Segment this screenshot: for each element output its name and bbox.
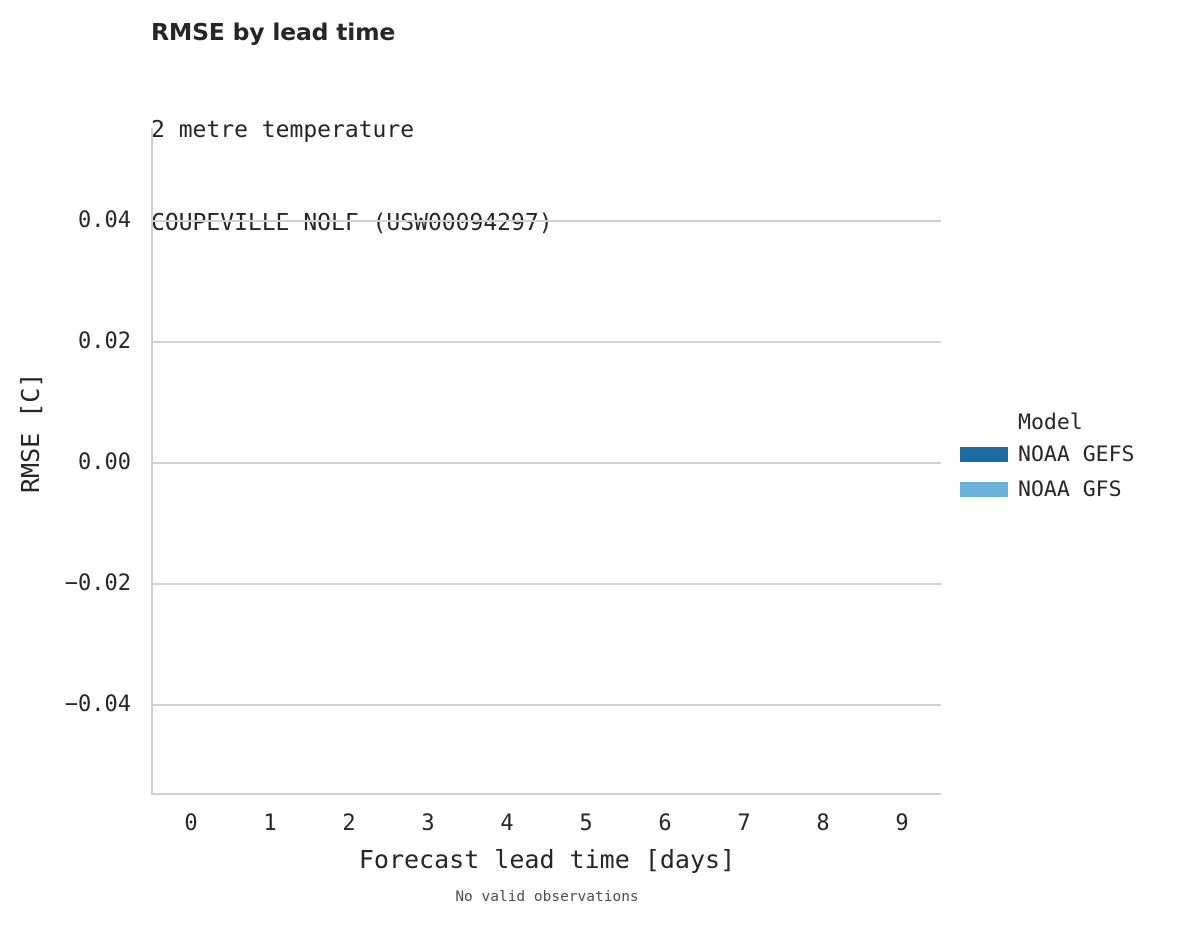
x-tick-label: 2 <box>342 811 356 836</box>
y-tick-label: 0.04 <box>78 208 131 233</box>
x-tick-label: 1 <box>263 811 277 836</box>
gridline-y--0.04 <box>151 704 941 706</box>
y-tick-label: 0.02 <box>78 329 131 354</box>
no-data-annotation: No valid observations <box>455 889 639 905</box>
x-tick-label: 7 <box>737 811 751 836</box>
legend-swatch-icon <box>960 482 1008 497</box>
gridline-y-0.04 <box>151 220 941 222</box>
y-axis-label: RMSE [C] <box>16 372 45 493</box>
legend-item-label: NOAA GFS <box>1018 476 1122 502</box>
x-tick-label: 6 <box>658 811 672 836</box>
x-tick-label: 3 <box>421 811 435 836</box>
y-tick-label: −0.04 <box>64 692 131 717</box>
y-tick-label: 0.00 <box>78 450 131 475</box>
x-tick-label: 0 <box>184 811 198 836</box>
data-series-layer <box>151 128 941 793</box>
x-tick-label: 5 <box>579 811 593 836</box>
chart-subtitle-station: COUPEVILLE NOLF (USW00094297) <box>151 210 553 236</box>
plot-area <box>151 128 941 793</box>
x-axis-label: Forecast lead time [days] <box>358 845 736 874</box>
legend: Model NOAA GEFS NOAA GFS <box>960 410 1175 506</box>
x-axis-spine <box>151 793 941 795</box>
legend-item-noaa-gefs[interactable]: NOAA GEFS <box>960 438 1175 471</box>
gridline-y-0.00 <box>151 462 941 464</box>
gridline-y-0.02 <box>151 341 941 343</box>
legend-item-noaa-gfs[interactable]: NOAA GFS <box>960 473 1175 506</box>
chart-subtitle-variable: 2 metre temperature <box>151 117 415 143</box>
x-tick-label: 8 <box>816 811 830 836</box>
x-tick-label: 4 <box>500 811 514 836</box>
y-axis-spine <box>151 128 153 795</box>
legend-item-label: NOAA GEFS <box>1018 441 1135 467</box>
y-tick-label: −0.02 <box>64 571 131 596</box>
page-title: RMSE by lead time <box>151 18 396 46</box>
x-tick-label: 9 <box>895 811 909 836</box>
gridline-y--0.02 <box>151 583 941 585</box>
legend-swatch-icon <box>960 447 1008 462</box>
chart-subtitle: 2 metre temperature COUPEVILLE NOLF (USW… <box>151 53 553 270</box>
legend-title: Model <box>1018 410 1083 435</box>
